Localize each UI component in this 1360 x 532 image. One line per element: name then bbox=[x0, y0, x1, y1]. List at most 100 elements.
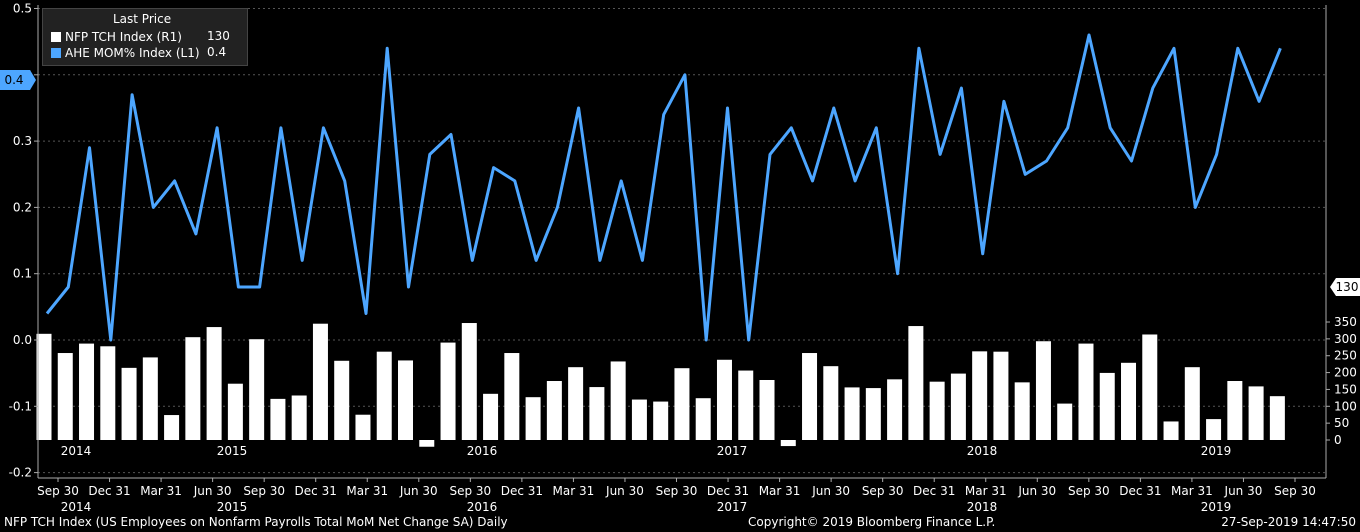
bar bbox=[312, 323, 328, 440]
legend-swatch-nfp bbox=[51, 31, 61, 42]
year-label: 2017 bbox=[717, 444, 748, 458]
bar bbox=[738, 370, 754, 440]
bar bbox=[1248, 386, 1264, 440]
bar bbox=[1227, 381, 1243, 440]
bar bbox=[1269, 396, 1285, 440]
x-tick-label: Jun 30 bbox=[399, 484, 438, 498]
right-axis-last-value-badge: 130 bbox=[1330, 278, 1360, 296]
year-label: 2014 bbox=[61, 444, 92, 458]
x-tick-label: Jun 30 bbox=[811, 484, 850, 498]
bar bbox=[1078, 343, 1094, 440]
right-tick-label: 300 bbox=[1334, 332, 1357, 346]
legend-value-nfp: 130 bbox=[207, 29, 230, 43]
left-axis-last-value-badge: 0.4 bbox=[0, 70, 36, 90]
x-tick-label: Sep 30 bbox=[1068, 484, 1110, 498]
bar bbox=[674, 368, 690, 440]
bar bbox=[334, 360, 350, 440]
year-label-bottom: 2014 bbox=[61, 500, 92, 512]
year-label: 2019 bbox=[1201, 444, 1232, 458]
bar bbox=[1121, 362, 1137, 440]
axes: 0.5 0.4 0.3 0.2 0.1 0.0 -0.1 -0.2 350 300 250 200 15… bbox=[9, 2, 1357, 513]
left-tick-label: 0.3 bbox=[13, 134, 32, 148]
bar bbox=[1206, 419, 1222, 440]
bar bbox=[653, 401, 669, 440]
bar bbox=[57, 353, 73, 440]
bar bbox=[993, 351, 1009, 440]
footer: NFP TCH Index (US Employees on Nonfarm P… bbox=[0, 512, 1360, 532]
bar bbox=[950, 373, 966, 440]
right-tick-label: 250 bbox=[1334, 349, 1357, 363]
bar-series bbox=[36, 323, 1285, 447]
left-tick-label: -0.2 bbox=[9, 466, 32, 480]
bar bbox=[865, 388, 881, 440]
bar bbox=[398, 360, 414, 440]
x-tick-label: Sep 30 bbox=[37, 484, 79, 498]
legend-item-ahe: AHE MOM% Index (L1) bbox=[51, 45, 200, 60]
bar bbox=[461, 323, 477, 440]
x-tick-label: Dec 31 bbox=[88, 484, 130, 498]
bar bbox=[929, 381, 945, 440]
bar bbox=[695, 398, 711, 440]
year-label-bottom: 2016 bbox=[467, 500, 498, 512]
legend-item-nfp: NFP TCH Index (R1) bbox=[51, 29, 182, 44]
bar bbox=[376, 351, 392, 440]
left-tick-label: 0.5 bbox=[13, 2, 32, 16]
legend-value-ahe: 0.4 bbox=[207, 45, 227, 59]
bar bbox=[716, 359, 732, 440]
x-tick-label: Dec 31 bbox=[501, 484, 543, 498]
left-tick-label: 0.2 bbox=[13, 200, 32, 214]
x-tick-label: Dec 31 bbox=[913, 484, 955, 498]
right-tick-label: 50 bbox=[1334, 416, 1349, 430]
footer-description: NFP TCH Index (US Employees on Nonfarm P… bbox=[4, 515, 508, 529]
left-tick-label: -0.1 bbox=[9, 399, 32, 413]
bar bbox=[1184, 367, 1200, 440]
left-tick-label: 0.0 bbox=[13, 333, 32, 347]
year-label-bottom: 2019 bbox=[1201, 500, 1232, 512]
bar bbox=[887, 379, 903, 440]
bar bbox=[844, 387, 860, 440]
footer-timestamp: 27-Sep-2019 14:47:50 bbox=[1221, 515, 1356, 529]
x-tick-label: Dec 31 bbox=[295, 484, 337, 498]
bar bbox=[1014, 382, 1030, 440]
bar bbox=[440, 342, 456, 440]
bar bbox=[206, 327, 222, 440]
bar bbox=[631, 399, 647, 440]
bar bbox=[780, 440, 796, 447]
bar bbox=[483, 393, 499, 440]
bar bbox=[908, 326, 924, 440]
x-tick-label: Sep 30 bbox=[656, 484, 698, 498]
bar bbox=[546, 381, 562, 440]
x-tick-label: Sep 30 bbox=[449, 484, 491, 498]
bar bbox=[1057, 403, 1073, 440]
bar bbox=[100, 346, 116, 440]
legend-label-ahe: AHE MOM% Index (L1) bbox=[65, 45, 200, 60]
x-tick-label: Dec 31 bbox=[1119, 484, 1161, 498]
year-label: 2018 bbox=[967, 444, 998, 458]
bar bbox=[1035, 341, 1051, 440]
bar bbox=[249, 339, 265, 440]
right-tick-label: 0 bbox=[1334, 433, 1342, 447]
x-tick-label: Sep 30 bbox=[243, 484, 285, 498]
right-tick-label: 200 bbox=[1334, 366, 1357, 380]
bar bbox=[589, 387, 605, 440]
footer-copyright: Copyright© 2019 Bloomberg Finance L.P. bbox=[748, 515, 996, 529]
x-tick-label: Mar 31 bbox=[965, 484, 1007, 498]
line-series bbox=[45, 33, 1282, 342]
right-tick-label: 100 bbox=[1334, 399, 1357, 413]
x-tick-label: Sep 30 bbox=[1274, 484, 1316, 498]
bar bbox=[759, 379, 775, 440]
bar bbox=[972, 351, 988, 440]
bar bbox=[802, 353, 818, 440]
bar bbox=[164, 415, 180, 440]
bar bbox=[525, 397, 541, 440]
bar bbox=[270, 398, 286, 440]
left-badge-text: 0.4 bbox=[4, 73, 23, 87]
bar bbox=[1163, 421, 1179, 440]
x-tick-label: Jun 30 bbox=[193, 484, 232, 498]
bar bbox=[504, 353, 520, 440]
year-label: 2016 bbox=[467, 444, 498, 458]
x-tick-label: Jun 30 bbox=[1224, 484, 1263, 498]
year-label: 2015 bbox=[217, 444, 248, 458]
bar bbox=[610, 361, 626, 440]
bar bbox=[36, 333, 52, 440]
